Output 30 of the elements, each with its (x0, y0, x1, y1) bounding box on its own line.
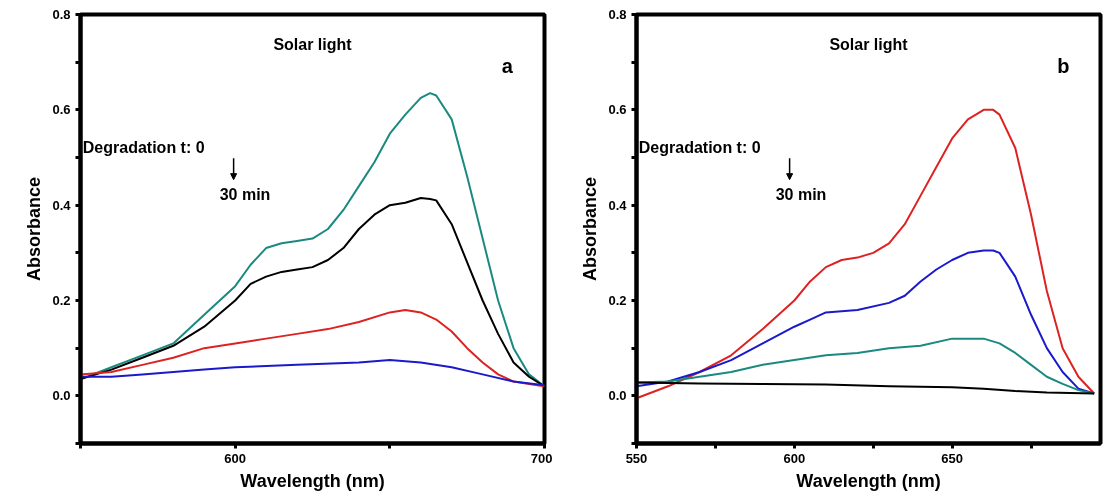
line-series (80, 309, 545, 388)
x-tick-label: 700 (530, 450, 553, 466)
y-tick-label: 0.4 (608, 197, 628, 213)
y-tick-label: 0.2 (608, 293, 627, 308)
y-tick-label: 0.0 (608, 388, 627, 404)
line-series (80, 359, 545, 387)
x-tick-label: 650 (941, 450, 963, 466)
annotation: b (1057, 54, 1070, 77)
y-tick-label: 0.6 (52, 102, 71, 118)
x-tick-label: 550 (625, 450, 648, 466)
annotation: Degradation t: 0 (638, 138, 761, 156)
annotation: Solar light (273, 36, 353, 54)
y-tick-label: 0.6 (608, 102, 627, 118)
x-tick-label: 600 (783, 450, 806, 466)
annotation: Degradation t: 0 (82, 138, 205, 156)
x-tick-label: 600 (224, 450, 247, 466)
annotation: Solar light (829, 36, 909, 54)
annotation: a (501, 54, 514, 77)
y-tick-label: 0.0 (52, 388, 71, 404)
y-tick-label: 0.8 (608, 7, 627, 22)
y-axis-title: Absorbance (24, 176, 45, 282)
y-axis-title: Absorbance (580, 176, 601, 282)
annotation: 30 min (775, 186, 827, 204)
x-axis-title: Wavelength (nm) (796, 470, 941, 491)
line-series (636, 108, 1096, 400)
y-tick-label: 0.8 (52, 7, 71, 22)
y-tick-label: 0.4 (52, 197, 72, 213)
x-axis-title: Wavelength (nm) (240, 470, 385, 491)
annotation: 30 min (219, 186, 271, 204)
y-tick-label: 0.2 (52, 293, 71, 308)
